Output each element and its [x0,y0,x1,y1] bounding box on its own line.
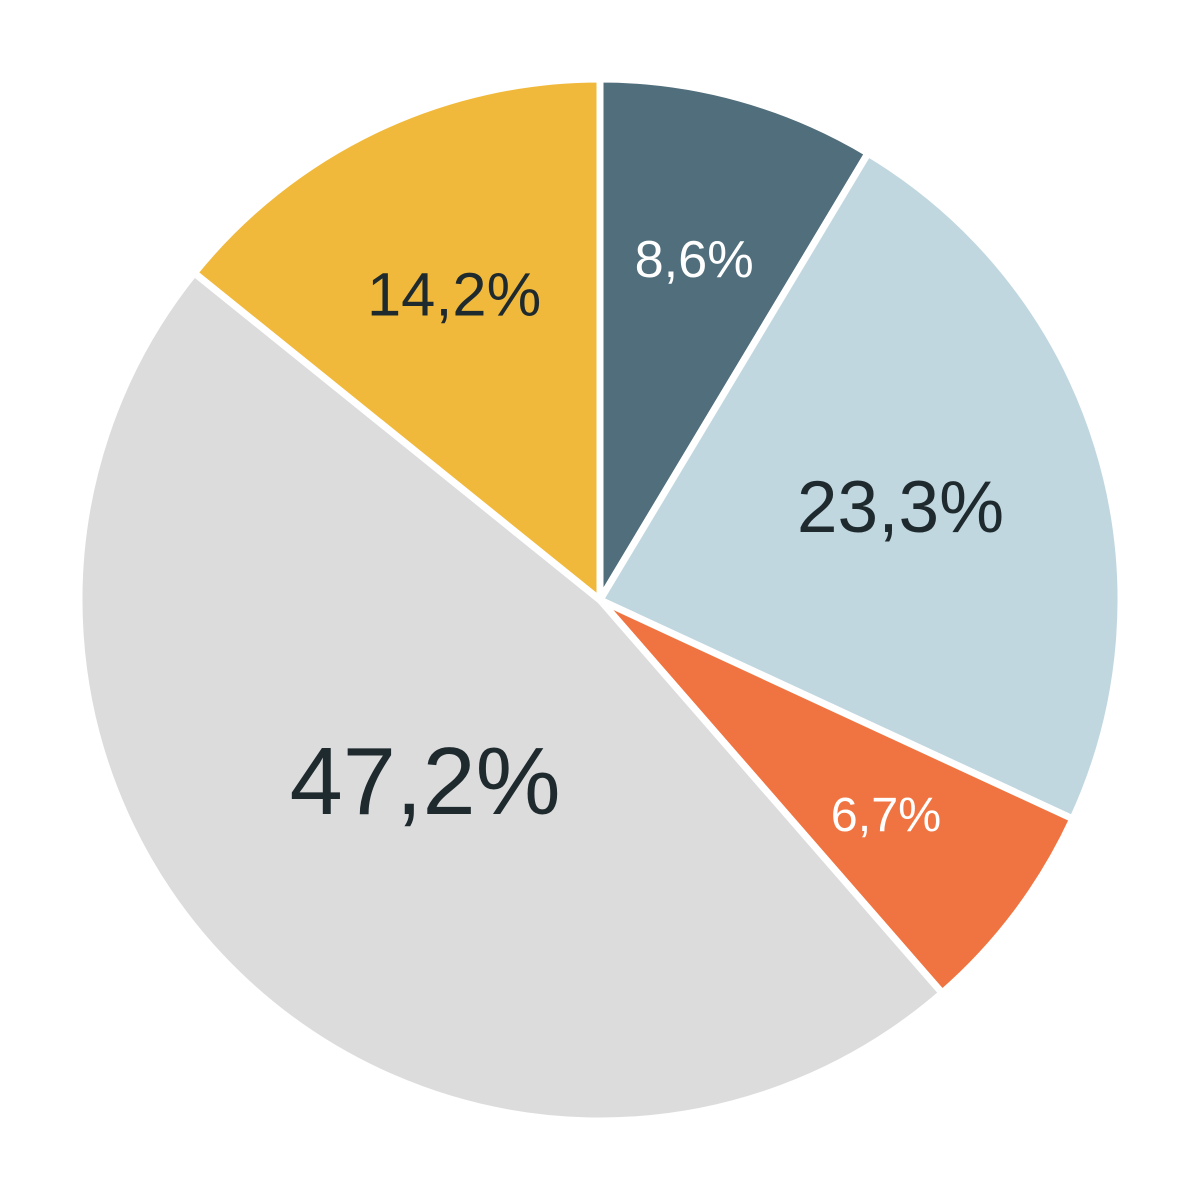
slice-label: 23,3% [797,467,1004,548]
slice-label: 47,2% [290,728,561,835]
pie-slice [596,149,1125,823]
pie-slice [190,75,604,604]
pie-slice [75,269,946,1125]
slice-label: 14,2% [367,260,541,329]
pie-slice [596,75,872,604]
pie-slice [596,596,1077,997]
slice-label: 8,6% [635,231,754,289]
slice-label: 6,7% [831,788,941,842]
